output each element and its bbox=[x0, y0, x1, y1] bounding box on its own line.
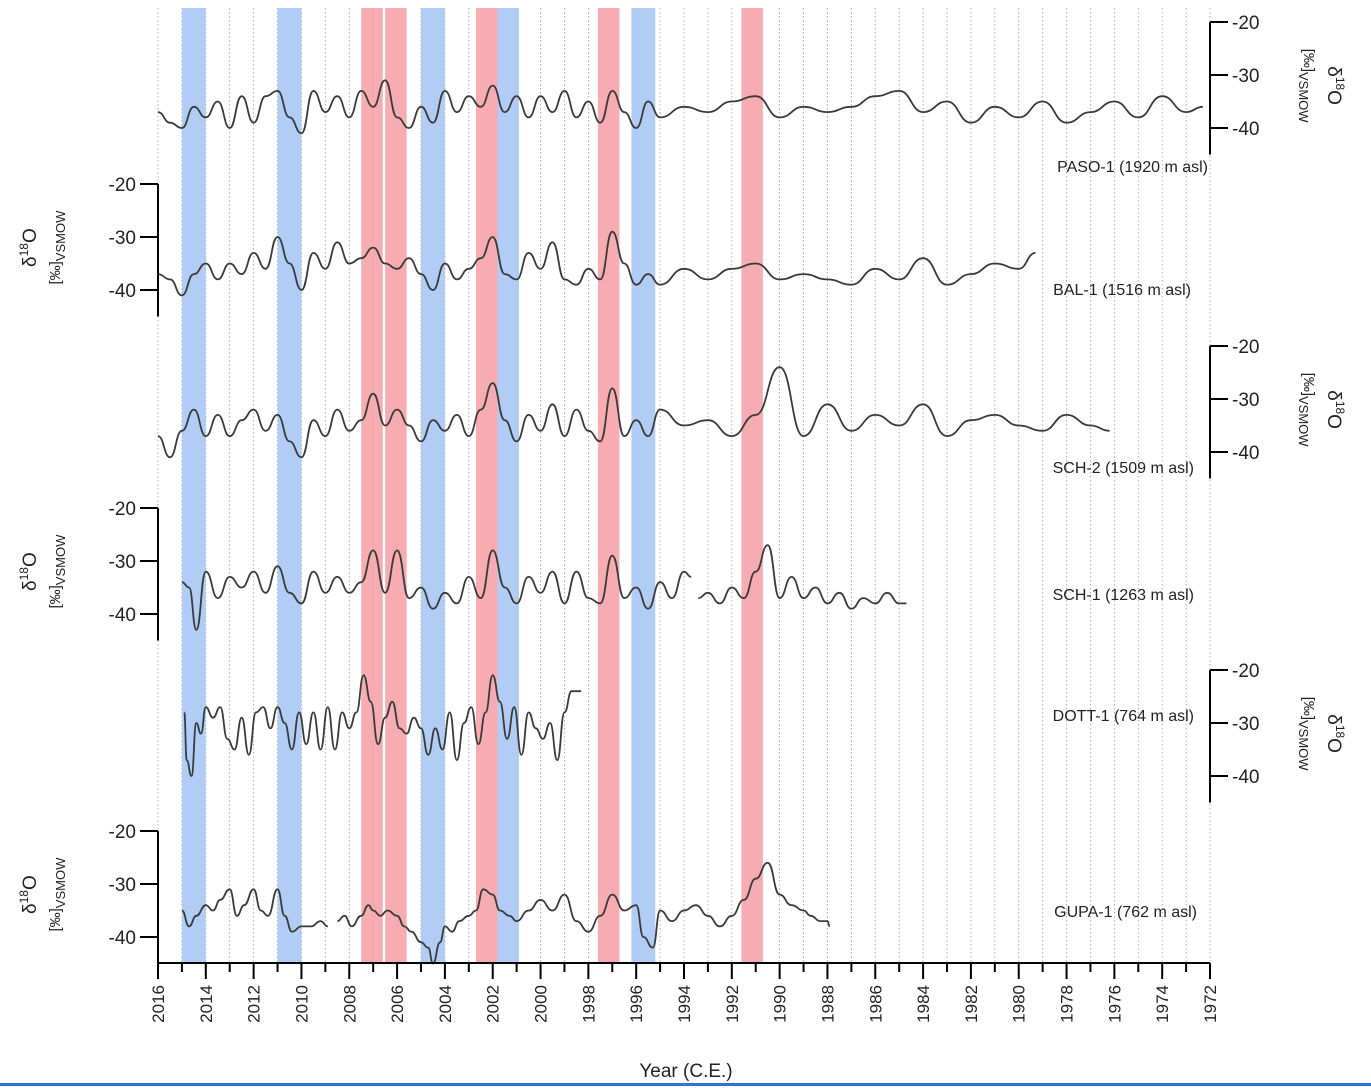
year-gridlines bbox=[157, 8, 1211, 963]
x-axis-title: Year (C.E.) bbox=[639, 1061, 732, 1082]
highlight-band-blue-1 bbox=[277, 8, 302, 963]
y-axis-title-0: δ18O [‰]VSMOW bbox=[1296, 49, 1347, 124]
series-lines: PASO-1 (1920 m asl) BAL-1 (1516 m asl) SCH… bbox=[157, 79, 1208, 965]
x-tick-label-1: 2014 bbox=[197, 985, 216, 1023]
y-tick-label-3-2: -40 bbox=[109, 605, 136, 626]
x-tick-label-16: 1984 bbox=[914, 985, 933, 1023]
highlight-band-red-9 bbox=[741, 8, 763, 963]
y-axis-title-symbol-1: δ18O bbox=[17, 228, 41, 267]
y-axis-title-symbol-3: δ18O bbox=[17, 552, 41, 591]
y-tick-label-0-2: -40 bbox=[1232, 119, 1259, 140]
highlight-band-blue-0 bbox=[181, 8, 206, 963]
y-axis-title-unit-1: [‰]VSMOW bbox=[47, 210, 68, 285]
series-label-0: PASO-1 (1920 m asl) bbox=[1057, 159, 1208, 176]
highlight-band-red-2 bbox=[361, 8, 383, 963]
y-axis-title-1: δ18O [‰]VSMOW bbox=[17, 210, 68, 285]
series-label-3: SCH-1 (1263 m asl) bbox=[1053, 587, 1194, 604]
x-tick-label-19: 1978 bbox=[1058, 985, 1077, 1023]
x-tick-label-21: 1974 bbox=[1153, 985, 1172, 1023]
x-tick-label-11: 1994 bbox=[675, 985, 694, 1023]
x-tick-label-20: 1976 bbox=[1105, 985, 1124, 1023]
y-tick-label-0-0: -20 bbox=[1232, 13, 1259, 34]
y-axes: -20 -30 -40 δ18O [‰]VSMOW -20 -30 -40 δ18O [‰]VSM… bbox=[17, 13, 1347, 964]
y-axis-title-symbol-4: δ18O bbox=[1323, 714, 1347, 753]
y-tick-label-1-1: -30 bbox=[109, 228, 136, 249]
series-line-5-1 bbox=[337, 861, 831, 965]
highlight-band-red-5 bbox=[475, 8, 498, 963]
x-tick-label-2: 2012 bbox=[245, 985, 264, 1023]
y-tick-label-5-2: -40 bbox=[109, 928, 136, 949]
y-tick-label-3-1: -30 bbox=[109, 552, 136, 573]
y-tick-label-1-2: -40 bbox=[109, 281, 136, 302]
highlight-bands bbox=[181, 8, 763, 963]
series-line-3-0 bbox=[181, 549, 692, 631]
y-tick-label-4-2: -40 bbox=[1232, 767, 1259, 788]
y-axis-title-symbol-5: δ18O bbox=[17, 875, 41, 914]
series-line-1-0 bbox=[157, 230, 1036, 297]
x-tick-label-18: 1980 bbox=[1010, 985, 1029, 1023]
bottom-rule bbox=[0, 1083, 1371, 1086]
y-axis-title-unit-4: [‰]VSMOW bbox=[1296, 697, 1317, 772]
x-tick-label-10: 1996 bbox=[627, 985, 646, 1023]
y-tick-label-0-1: -30 bbox=[1232, 66, 1259, 87]
series-label-1: BAL-1 (1516 m asl) bbox=[1053, 282, 1191, 299]
series-label-2: SCH-2 (1509 m asl) bbox=[1053, 460, 1194, 477]
x-tick-label-15: 1986 bbox=[866, 985, 885, 1023]
highlight-band-blue-4 bbox=[421, 8, 445, 963]
series-label-5: GUPA-1 (762 m asl) bbox=[1054, 904, 1197, 921]
x-tick-label-14: 1988 bbox=[818, 985, 837, 1023]
y-axis-title-symbol-0: δ18O bbox=[1323, 66, 1347, 105]
y-tick-label-2-0: -20 bbox=[1232, 337, 1259, 358]
x-tick-label-13: 1990 bbox=[771, 985, 790, 1023]
y-axis-title-unit-3: [‰]VSMOW bbox=[47, 534, 68, 609]
x-tick-label-4: 2008 bbox=[340, 985, 359, 1023]
x-tick-label-5: 2006 bbox=[388, 985, 407, 1023]
x-tick-label-7: 2002 bbox=[484, 985, 503, 1023]
x-axis: 2016 2014 2012 2010 2008 2006 2004 2002 2000 1998… bbox=[149, 962, 1220, 1023]
y-axis-title-unit-5: [‰]VSMOW bbox=[47, 857, 68, 932]
series-line-4-0 bbox=[183, 674, 582, 777]
series-line-5-0 bbox=[181, 888, 328, 933]
x-tick-label-3: 2010 bbox=[292, 985, 311, 1023]
series-line-0-0 bbox=[157, 79, 1203, 135]
highlight-band-red-7 bbox=[597, 8, 620, 963]
y-tick-label-4-1: -30 bbox=[1232, 714, 1259, 735]
highlight-band-red-3 bbox=[385, 8, 407, 963]
y-axis-title-4: δ18O [‰]VSMOW bbox=[1296, 697, 1347, 772]
x-tick-label-12: 1992 bbox=[723, 985, 742, 1023]
y-tick-label-4-0: -20 bbox=[1232, 661, 1259, 682]
y-axis-title-3: δ18O [‰]VSMOW bbox=[17, 534, 68, 609]
series-line-3-1 bbox=[698, 544, 907, 610]
x-tick-label-17: 1982 bbox=[962, 985, 981, 1023]
x-tick-label-0: 2016 bbox=[149, 985, 168, 1023]
series-label-4: DOTT-1 (764 m asl) bbox=[1053, 708, 1194, 725]
y-axis-title-symbol-2: δ18O bbox=[1323, 390, 1347, 429]
y-tick-label-3-0: -20 bbox=[109, 499, 136, 520]
y-tick-label-1-0: -20 bbox=[109, 175, 136, 196]
y-axis-title-5: δ18O [‰]VSMOW bbox=[17, 857, 68, 932]
y-tick-label-5-1: -30 bbox=[109, 875, 136, 896]
y-tick-label-5-0: -20 bbox=[109, 822, 136, 843]
y-axis-title-unit-0: [‰]VSMOW bbox=[1296, 49, 1317, 124]
y-axis-title-unit-2: [‰]VSMOW bbox=[1296, 373, 1317, 448]
highlight-band-blue-8 bbox=[631, 8, 656, 963]
y-axis-title-2: δ18O [‰]VSMOW bbox=[1296, 373, 1347, 448]
x-tick-label-22: 1972 bbox=[1201, 985, 1220, 1023]
x-tick-label-9: 1998 bbox=[579, 985, 598, 1023]
y-tick-label-2-1: -30 bbox=[1232, 390, 1259, 411]
x-tick-label-8: 2000 bbox=[532, 985, 551, 1023]
highlight-band-blue-6 bbox=[497, 8, 520, 963]
y-tick-label-2-2: -40 bbox=[1232, 443, 1259, 464]
x-tick-label-6: 2004 bbox=[436, 985, 455, 1023]
series-line-2-0 bbox=[157, 366, 1110, 459]
